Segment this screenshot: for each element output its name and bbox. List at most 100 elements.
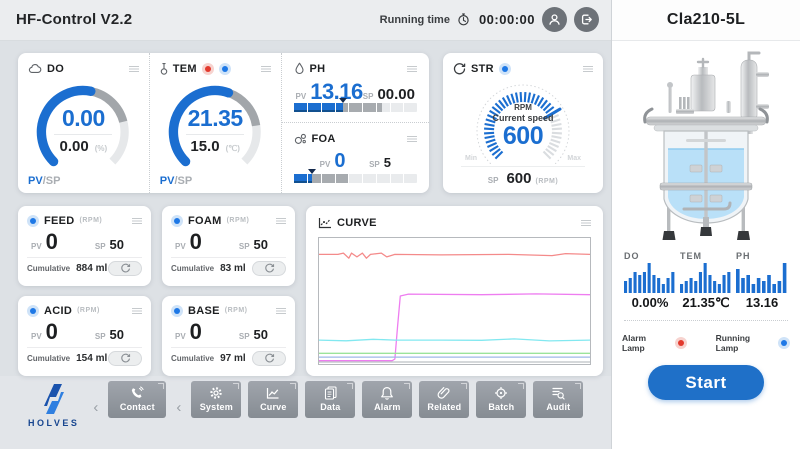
do-menu-icon[interactable] xyxy=(128,65,139,73)
foam-menu-icon[interactable] xyxy=(276,217,286,225)
nav-button-alarm[interactable]: Alarm xyxy=(362,380,413,418)
str-rpm-label: RPM xyxy=(514,103,532,113)
str-subtitle: Current speed xyxy=(492,113,554,124)
running-lamp-label: Running Lamp xyxy=(715,333,751,353)
ph-foa-section: PH PV 13.16 SP 00.0 xyxy=(281,53,429,193)
tem-status-lamp xyxy=(218,62,231,75)
nav-button-group: System Curve Data Alarm Related xyxy=(191,380,584,418)
top-bar: HF-Control V2.2 Running time 00:00:00 xyxy=(0,0,611,41)
feed-menu-icon[interactable] xyxy=(132,217,142,225)
base-label: BASE xyxy=(188,304,220,317)
bell-icon xyxy=(381,387,394,400)
nav-button-contact[interactable]: Contact xyxy=(108,380,167,418)
nav-button-audit[interactable]: Audit xyxy=(533,380,584,418)
curve-icon xyxy=(267,387,279,399)
tem-pv-value: 21.35 xyxy=(187,104,244,131)
str-setpoint-row: SP 600 (RPM) xyxy=(461,165,585,187)
acid-reset-button[interactable] xyxy=(108,350,142,366)
acid-label: ACID xyxy=(44,304,73,317)
device-panel: Cla210-5L xyxy=(611,0,800,449)
droplet-icon xyxy=(294,62,305,75)
bubbles-icon xyxy=(294,133,307,145)
do-label: DO xyxy=(47,62,65,75)
bioreactor-illustration xyxy=(612,41,800,247)
ph-label: PH xyxy=(309,62,326,75)
dashboard: DO 0.00 0.00 xyxy=(0,40,611,376)
do-pvsp-legend: PV/SP xyxy=(28,174,61,187)
stat-tem: TEM 21.35℃ xyxy=(680,251,732,311)
foa-menu-icon[interactable] xyxy=(406,135,417,143)
brand-name: HOLVES xyxy=(28,417,80,428)
str-gauge: RPM Current speed 600 Min Max xyxy=(463,79,583,164)
nav-back-chevron-2[interactable]: ‹ xyxy=(176,399,182,417)
divider xyxy=(624,320,788,321)
foa-pv-value: 0 xyxy=(334,150,345,173)
feed-reset-button[interactable] xyxy=(108,260,142,276)
ph-pv-tag: PV xyxy=(295,91,307,101)
foa-pv-tag: PV xyxy=(319,160,331,170)
paperclip-icon xyxy=(437,387,450,399)
str-card: STR RPM Current speed 600 Min xyxy=(443,52,603,193)
str-menu-icon[interactable] xyxy=(583,65,593,73)
tem-pvsp-legend: PV/SP xyxy=(159,174,193,187)
ph-progress-bar xyxy=(293,98,417,113)
base-sp-value: 50 xyxy=(253,326,268,342)
acid-status-lamp xyxy=(27,304,39,317)
alarm-lamp xyxy=(674,337,687,349)
tem-unit: (℃) xyxy=(225,143,240,153)
nav-back-chevron-1[interactable]: ‹ xyxy=(93,399,99,417)
tem-label: TEM xyxy=(172,62,197,75)
device-model: Cla210-5L xyxy=(666,11,746,28)
stat-ph: PH 13.16 xyxy=(736,251,788,311)
nav-button-system[interactable]: System xyxy=(191,380,242,418)
logout-button[interactable] xyxy=(574,7,599,33)
foam-reset-button[interactable] xyxy=(252,260,286,276)
feed-pump-card: FEED (RPM) PV 0 SP 50 Cumulative xyxy=(18,205,151,286)
holves-logo-icon xyxy=(43,383,64,414)
curve-menu-icon[interactable] xyxy=(581,219,591,227)
foam-status-lamp xyxy=(171,214,183,227)
running-time-label: Running time xyxy=(379,13,450,26)
main-area: HF-Control V2.2 Running time 00:00:00 xyxy=(0,0,611,449)
do-pv-value: 0.00 xyxy=(61,104,105,131)
foam-label: FOAM xyxy=(188,214,222,227)
ph-menu-icon[interactable] xyxy=(406,65,417,73)
base-menu-icon[interactable] xyxy=(276,307,286,315)
user-account-button[interactable] xyxy=(542,7,567,33)
nav-button-data[interactable]: Data xyxy=(305,380,356,418)
cloud-icon xyxy=(28,63,42,74)
base-pump-card: BASE (RPM) PV 0 SP 50 Cumulative xyxy=(162,295,295,376)
phone-icon xyxy=(132,386,144,399)
curve-title: CURVE xyxy=(337,216,377,229)
do-unit: (%) xyxy=(94,143,108,153)
str-min-label: Min xyxy=(465,154,478,162)
feed-sp-value: 50 xyxy=(109,236,124,252)
chart-icon xyxy=(318,217,332,229)
base-reset-button[interactable] xyxy=(252,350,286,366)
nav-button-related[interactable]: Related xyxy=(419,380,470,418)
gear-icon xyxy=(210,387,223,399)
do-mini-barchart xyxy=(624,263,675,293)
feed-label: FEED xyxy=(44,214,75,227)
bottom-navbar: HOLVES ‹ Contact ‹ System Curve Dat xyxy=(0,375,611,449)
rotation-icon xyxy=(453,62,466,75)
foam-pv-value: 0 xyxy=(189,228,202,254)
str-sp-value: 600 xyxy=(506,169,532,187)
device-stats: DO 0.00% TEM 21.35℃ PH 13.16 xyxy=(612,247,800,311)
tem-section: TEM 21.35 xyxy=(150,52,282,193)
acid-menu-icon[interactable] xyxy=(132,307,142,315)
str-pv-value: 600 xyxy=(502,122,544,151)
feed-pv-value: 0 xyxy=(45,228,58,254)
alarm-lamp-label: Alarm Lamp xyxy=(622,333,647,353)
topbar-right-group: Running time 00:00:00 xyxy=(379,7,599,33)
tem-menu-icon[interactable] xyxy=(260,65,271,73)
nav-button-curve[interactable]: Curve xyxy=(248,380,299,418)
str-label: STR xyxy=(471,62,494,75)
start-button[interactable]: Start xyxy=(648,365,764,400)
nav-button-batch[interactable]: Batch xyxy=(476,380,527,418)
str-status-lamp xyxy=(498,62,511,75)
curve-card: CURVE xyxy=(306,205,603,376)
ph-mini-barchart xyxy=(736,263,787,293)
str-max-label: Max xyxy=(567,154,581,162)
